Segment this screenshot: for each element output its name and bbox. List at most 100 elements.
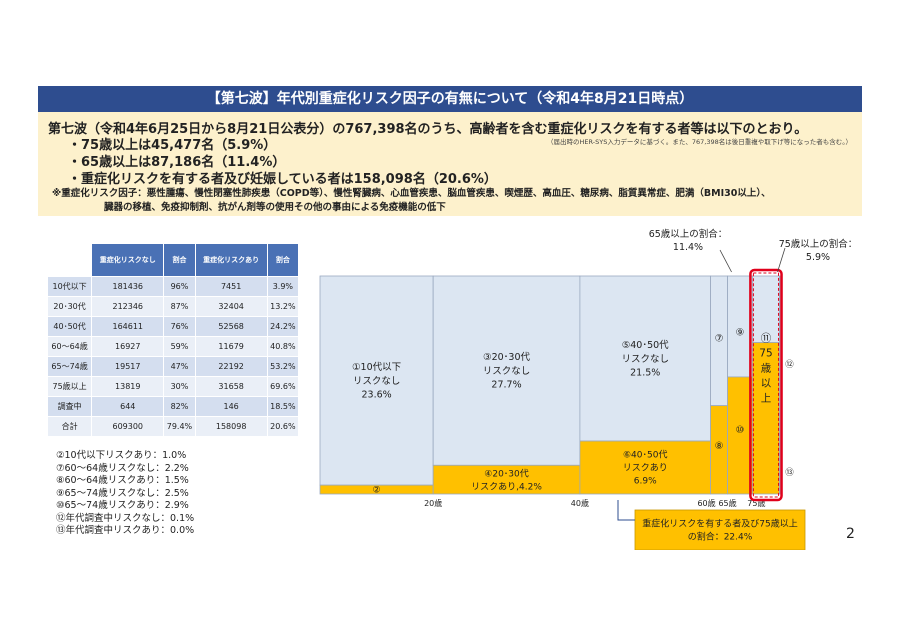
table-cell: 16927: [91, 336, 165, 357]
table-cell: 52568: [194, 316, 268, 337]
unknown-no-risk-label: ⑫: [785, 360, 794, 370]
risk-label: ⑩: [735, 425, 744, 436]
risk-segment: [579, 440, 711, 495]
x-tick-label: 40歳: [571, 498, 589, 508]
risk-total-box: [634, 509, 806, 550]
table-cell: 181436: [91, 276, 165, 297]
mosaic-chart: ①10代以下リスクなし 23.6% ② ③20･30代リスクなし 27.7% ④20･30…: [319, 228, 858, 550]
table-header-ratio: 割合: [163, 243, 196, 277]
table-cell: 69.6%: [266, 376, 300, 397]
table-cell: 79.4%: [163, 416, 196, 437]
table-cell: 30%: [163, 376, 196, 397]
table-cell: 22192: [194, 356, 268, 377]
table-row: 60～64歳 16927 59% 11679 40.8%: [46, 336, 300, 357]
table-row-label: 10代以下: [46, 276, 93, 297]
table-row-label: 75歳以上: [46, 376, 93, 397]
x-tick-label: 75歳: [747, 498, 765, 508]
table-row-label: 65～74歳: [46, 356, 93, 377]
table-cell: 11679: [194, 336, 268, 357]
over75-annotation: 75歳以上の割合： 5.9%: [779, 238, 858, 263]
page-number: 2: [846, 526, 855, 542]
risk-label: ⑥40･50代リスクあり 6.9%: [623, 450, 668, 487]
no-risk-segment: [579, 275, 711, 442]
table-cell: 146: [194, 396, 268, 417]
table-row-label: 合計: [46, 416, 93, 437]
risk-factors-line2: 臓器の移植、免疫抑制剤、抗がん剤等の使用その他の事由による免疫機能の低下: [104, 202, 446, 213]
page-title: 【第七波】年代別重症化リスク因子の有無について（令和4年8月21日時点）: [38, 86, 862, 112]
no-risk-segment: [432, 275, 581, 466]
risk-factors-line1: ※重症化リスク因子：悪性腫瘍、慢性閉塞性肺疾患（COPD等）、慢性腎臓病、心血管…: [52, 188, 771, 199]
no-risk-label: ⑤40･50代リスクなし 21.5%: [621, 340, 669, 379]
x-tick-label: 60歳: [697, 498, 715, 508]
table-row: 調査中 644 82% 146 18.5%: [46, 396, 300, 417]
table-cell: 13.2%: [266, 296, 300, 317]
x-tick-label: 65歳: [718, 498, 736, 508]
table-cell: 644: [91, 396, 165, 417]
table-header-ratio: 割合: [266, 243, 300, 277]
note-item: ⑬年代調査中リスクあり：0.0%: [56, 525, 195, 536]
table-cell: 24.2%: [266, 316, 300, 337]
risk-label: ②: [373, 486, 381, 496]
table-row: 20･30代 212346 87% 32404 13.2%: [46, 296, 300, 317]
no-risk-label: ⑦: [715, 334, 724, 345]
risk-label: ⑧: [715, 441, 724, 452]
table-cell: 609300: [91, 416, 165, 437]
risk-segment: [727, 376, 753, 495]
risk-total-annotation: 重症化リスクを有する者及び75歳以上の割合：22.4%: [642, 518, 797, 543]
risk-total-bracket: [617, 500, 635, 521]
risk-table: 重症化リスクなし 割合 重症化リスクあり 割合 10代以下 181436 96% 74…: [46, 243, 300, 437]
summary-bullet-65: ・65歳以上は87,186名（11.4%）: [68, 155, 286, 170]
table-cell: 59%: [163, 336, 196, 357]
table-row: 合計 609300 79.4% 158098 20.6%: [46, 416, 300, 437]
note-item: ⑩65～74歳リスクあり：2.9%: [56, 500, 189, 511]
table-row: 65～74歳 19517 47% 22192 53.2%: [46, 356, 300, 377]
table-header-no-risk: 重症化リスクなし: [91, 243, 165, 277]
table-cell: 96%: [163, 276, 196, 297]
note-item: ⑫年代調査中リスクなし：0.1%: [56, 512, 195, 524]
over75-highlight-dashed: [752, 272, 780, 498]
table-cell: 82%: [163, 396, 196, 417]
unknown-risk-label: ⑬: [785, 468, 794, 478]
table-cell: 18.5%: [266, 396, 300, 417]
summary-bullet-75: ・75歳以上は45,477名（5.9%）: [68, 138, 277, 153]
table-cell: 3.9%: [266, 276, 300, 297]
no-risk-label: ③20･30代リスクなし 27.7%: [483, 352, 531, 391]
table-row: 75歳以上 13819 30% 31658 69.6%: [46, 376, 300, 397]
summary-main: 第七波（令和4年6月25日から8月21日公表分）の767,398名のうち、高齢者…: [48, 122, 808, 137]
risk-label: ④20･30代リスクあり,4.2%: [471, 468, 542, 492]
over75-label: ⑪ 75 歳以上: [759, 333, 772, 405]
summary-bullet-risk: ・重症化リスクを有する者及び妊娠している者は158,098名（20.6%）: [68, 172, 497, 187]
x-tick-label: 20歳: [424, 498, 442, 508]
table-cell: 13819: [91, 376, 165, 397]
table-row-label: 20･30代: [46, 296, 93, 317]
no-risk-label: ⑨: [735, 328, 744, 339]
summary-note: （届出時のHER-SYS入力データに基づく。また、767,398名は後日重複や取…: [547, 138, 852, 146]
over75-highlight: [749, 268, 783, 502]
table-cell: 76%: [163, 316, 196, 337]
table-cell: 31658: [194, 376, 268, 397]
summary-box: 第七波（令和4年6月25日から8月21日公表分）の767,398名のうち、高齢者…: [38, 112, 862, 216]
table-cell: 47%: [163, 356, 196, 377]
table-header-risk: 重症化リスクあり: [194, 243, 268, 277]
no-risk-segment: [727, 275, 753, 378]
table-cell: 212346: [91, 296, 165, 317]
table-header-row: 重症化リスクなし 割合 重症化リスクあり 割合: [46, 243, 300, 277]
table-cell: 40.8%: [266, 336, 300, 357]
table-row: 10代以下 181436 96% 7451 3.9%: [46, 276, 300, 297]
table-cell: 53.2%: [266, 356, 300, 377]
table-cell: 20.6%: [266, 416, 300, 437]
notes-list: ②10代以下リスクあり：1.0% ⑦60～64歳リスクなし：2.2% ⑧60～6…: [56, 450, 194, 538]
table-row-label: 60～64歳: [46, 336, 93, 357]
over65-leader-line: [719, 249, 732, 273]
table-cell: 32404: [194, 296, 268, 317]
risk-segment: [432, 464, 581, 495]
table-row: 40･50代 164611 76% 52568 24.2%: [46, 316, 300, 337]
no-risk-segment: [319, 275, 434, 486]
table-header-blank: [46, 243, 93, 277]
note-item: ②10代以下リスクあり：1.0%: [56, 450, 187, 461]
table-cell: 87%: [163, 296, 196, 317]
over75-leader-line: [777, 247, 786, 273]
risk-segment: [751, 342, 780, 495]
no-risk-label: ①10代以下リスクなし 23.6%: [352, 362, 401, 401]
table-cell: 164611: [91, 316, 165, 337]
